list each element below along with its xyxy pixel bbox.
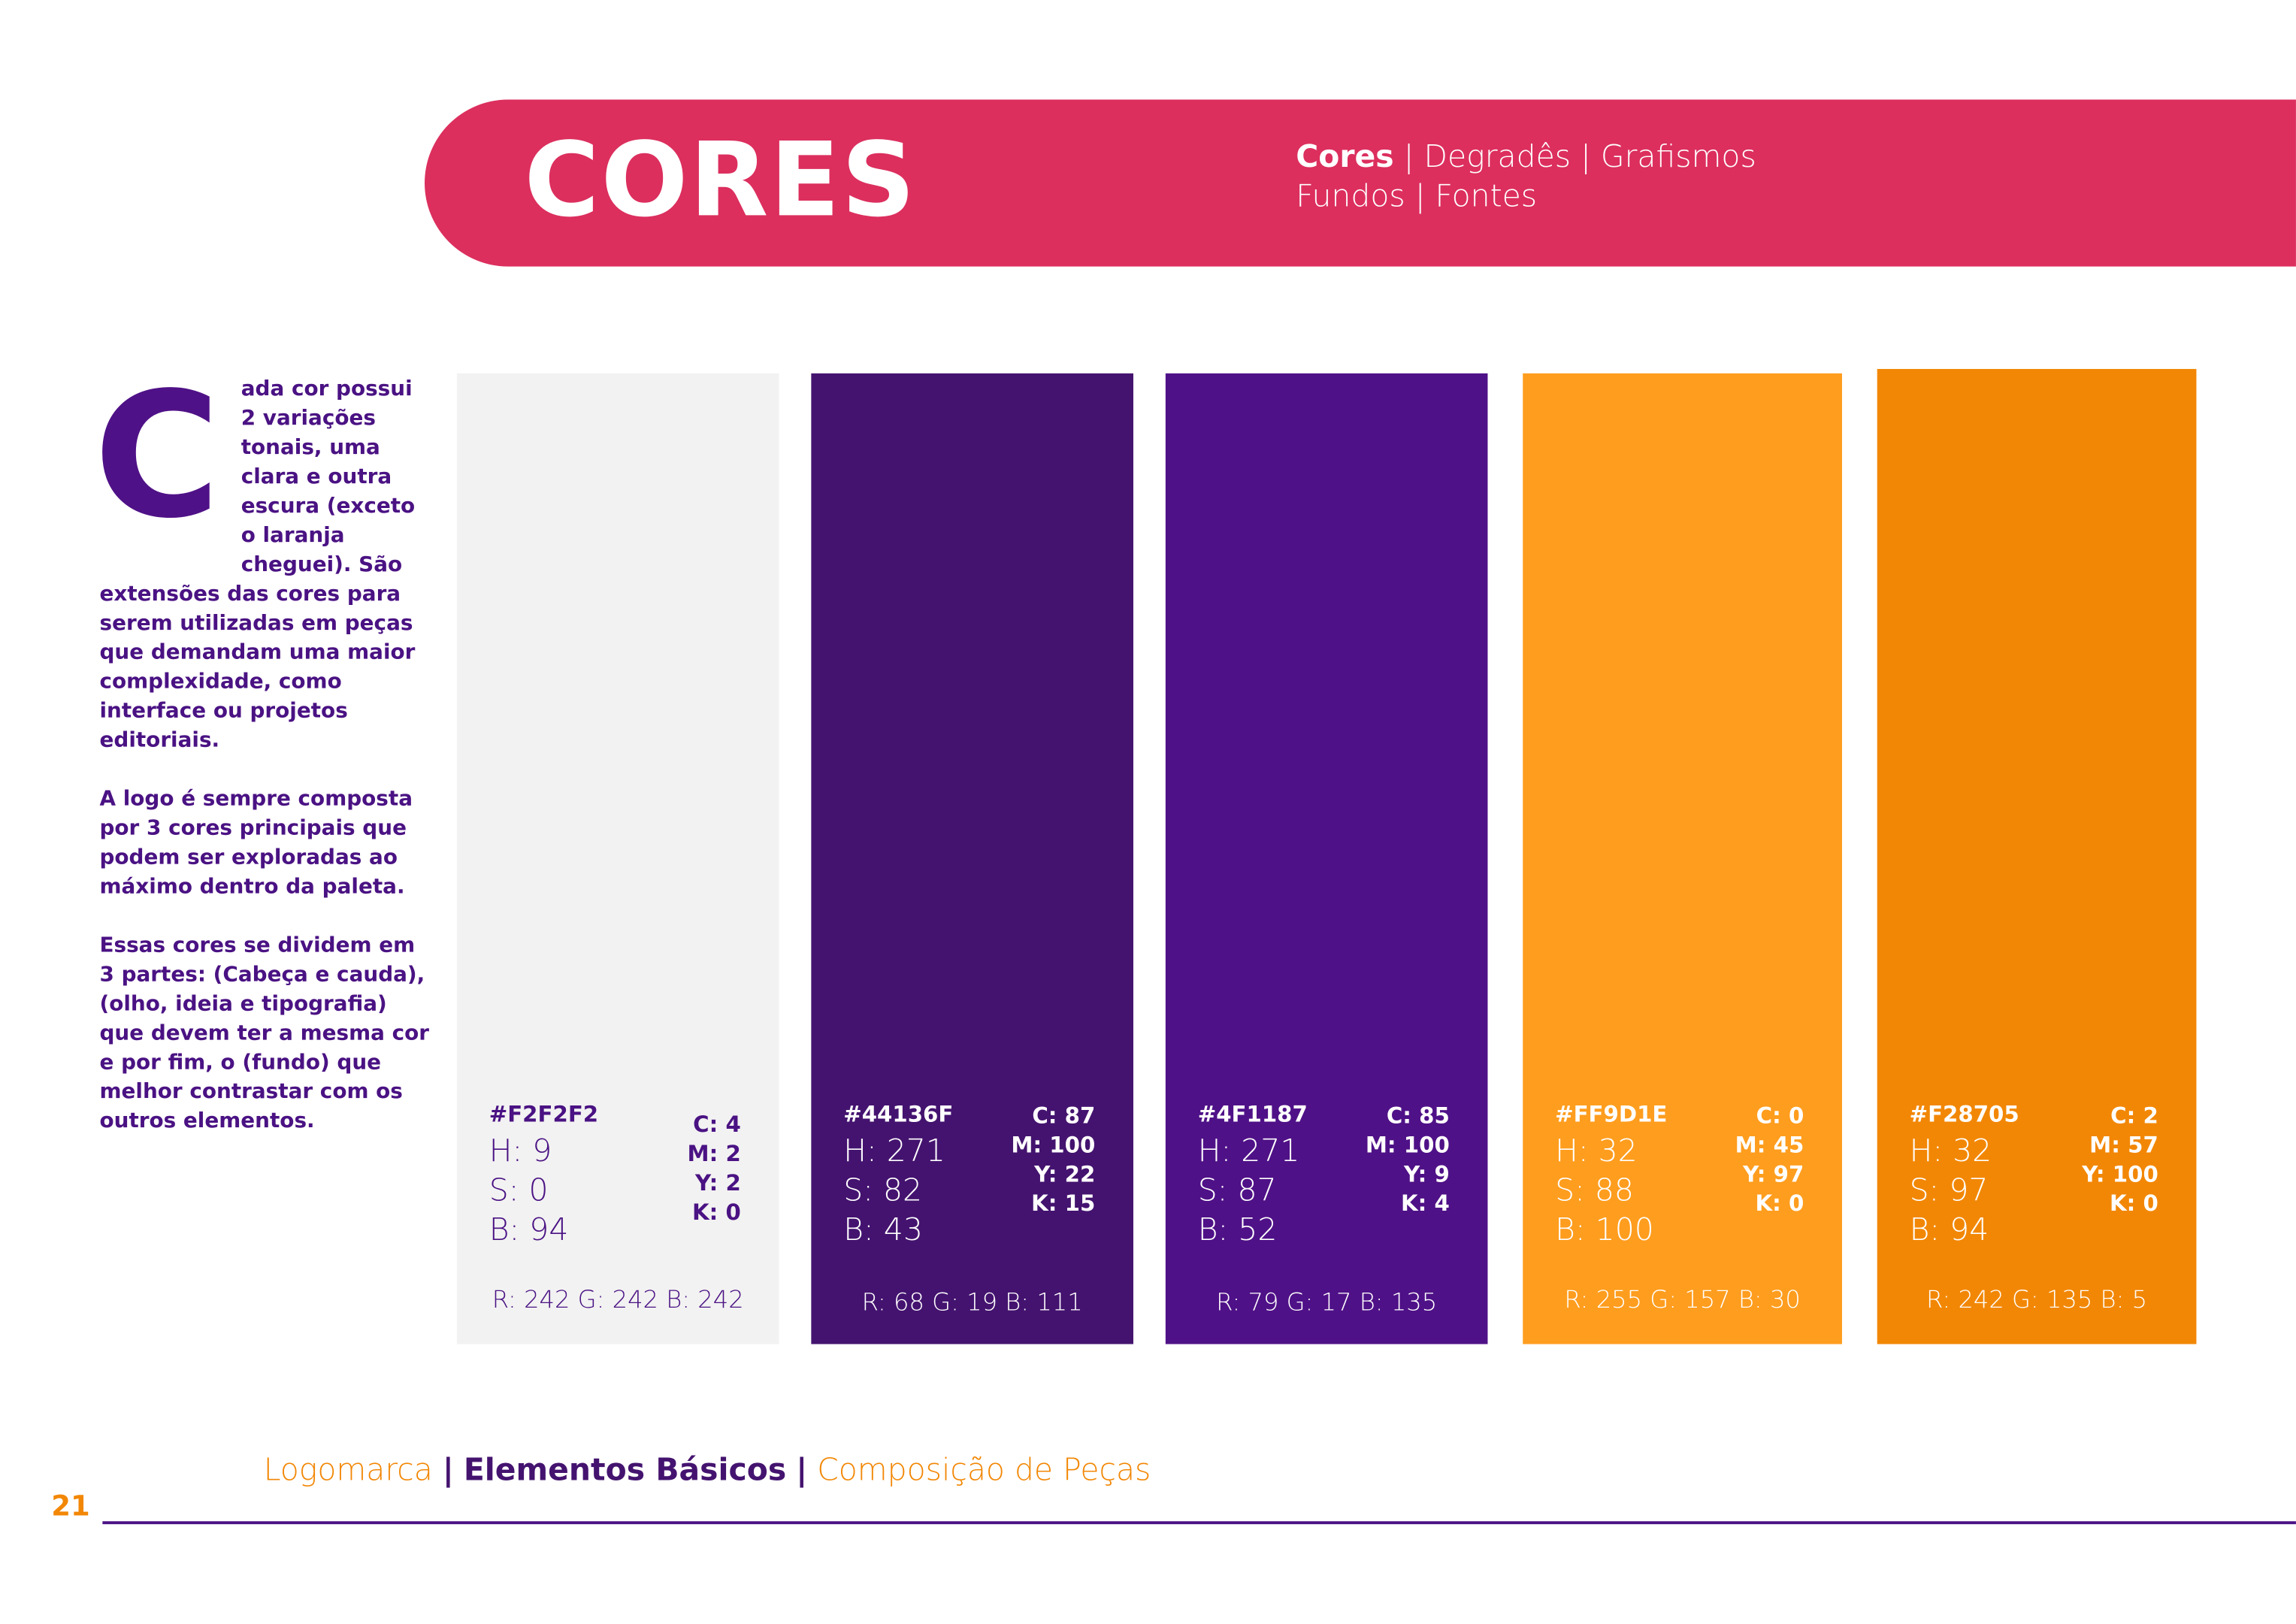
color-swatch: #F28705 H: 32 S: 97 B: 94 C: 2 M: 57 Y: 100 K… [1877, 368, 2197, 1344]
intro-paragraph-1: ada cor possui 2 variações tonais, uma c… [99, 377, 416, 753]
footer-divider [102, 1521, 2296, 1525]
intro-text: C ada cor possui 2 variações tonais, uma… [94, 354, 430, 1166]
rgb-values: R: 68 G: 19 B: 111 [861, 1288, 1083, 1317]
magenta-value: M: 57 [2089, 1132, 2158, 1159]
hsb-values: H: 271 S: 87 B: 52 [1198, 1132, 1300, 1251]
black-value: K: 0 [2109, 1190, 2158, 1217]
cmyk-values: C: 4 M: 2 Y: 2 K: 0 [688, 1110, 741, 1227]
hue-value: H: 271 [843, 1133, 945, 1169]
nav-cores[interactable]: Cores [1296, 139, 1394, 174]
color-swatch: #F2F2F2 H: 9 S: 0 B: 94 C: 4 M: 2 Y: 2 K: 0 R… [456, 373, 779, 1344]
cmyk-values: C: 2 M: 57 Y: 100 K: 0 [2082, 1101, 2158, 1218]
brightness-value: B: 52 [1197, 1212, 1278, 1247]
saturation-value: S: 0 [489, 1172, 549, 1208]
magenta-value: M: 100 [1365, 1132, 1450, 1159]
page-title: CORES [524, 119, 917, 240]
magenta-value: M: 45 [1735, 1132, 1804, 1159]
black-value: K: 15 [1031, 1190, 1096, 1217]
footer-nav-composicao[interactable]: Composição de Peças [817, 1452, 1151, 1488]
rgb-values: R: 242 G: 135 B: 5 [1926, 1285, 2148, 1314]
header-band [425, 99, 2296, 267]
footer-nav-elementos-basicos[interactable]: Elementos Básicos [463, 1452, 787, 1488]
black-value: K: 4 [1400, 1190, 1450, 1217]
yellow-value: Y: 22 [1034, 1161, 1096, 1188]
hsb-values: H: 32 S: 97 B: 94 [1910, 1132, 1992, 1251]
saturation-value: S: 97 [1909, 1172, 1989, 1208]
hsb-values: H: 9 S: 0 B: 94 [489, 1132, 569, 1251]
rgb-values: R: 79 G: 17 B: 135 [1216, 1288, 1438, 1317]
intro-paragraph-3: Essas cores se dividem em 3 partes: (Cab… [99, 934, 430, 1133]
hue-value: H: 32 [1909, 1133, 1992, 1169]
magenta-value: M: 2 [687, 1140, 741, 1167]
intro-paragraph-2: A logo é sempre composta por 3 cores pri… [99, 788, 413, 900]
yellow-value: Y: 9 [1403, 1161, 1450, 1188]
nav-fundos[interactable]: Fundos [1296, 178, 1405, 214]
brightness-value: B: 94 [1909, 1212, 1989, 1247]
cmyk-values: C: 0 M: 45 Y: 97 K: 0 [1735, 1101, 1804, 1218]
yellow-value: Y: 100 [2082, 1161, 2158, 1188]
brightness-value: B: 100 [1555, 1212, 1654, 1247]
section-nav: Cores | Degradês | Grafismos Fundos | Fo… [1296, 139, 1756, 214]
black-value: K: 0 [691, 1199, 741, 1226]
brightness-value: B: 94 [489, 1212, 569, 1247]
hue-value: H: 9 [489, 1133, 552, 1169]
cyan-value: C: 2 [2110, 1102, 2158, 1130]
hex-code: #44136F [843, 1101, 954, 1128]
brightness-value: B: 43 [843, 1212, 923, 1247]
footer-nav: Logomarca | Elementos Básicos | Composiç… [264, 1453, 1151, 1488]
footer-nav-logomarca[interactable]: Logomarca [263, 1452, 433, 1488]
saturation-value: S: 88 [1555, 1172, 1634, 1208]
hex-code: #4F1187 [1197, 1101, 1308, 1128]
page-number: 21 [51, 1490, 90, 1523]
hue-value: H: 271 [1197, 1133, 1300, 1169]
cyan-value: C: 4 [693, 1111, 741, 1138]
hex-code: #F2F2F2 [489, 1101, 599, 1128]
hex-code: #F28705 [1909, 1101, 2019, 1128]
nav-fontes[interactable]: Fontes [1435, 178, 1538, 214]
cmyk-values: C: 85 M: 100 Y: 9 K: 4 [1366, 1101, 1450, 1218]
nav-degrades[interactable]: Degradês [1423, 139, 1572, 174]
magenta-value: M: 100 [1011, 1132, 1096, 1159]
cyan-value: C: 87 [1032, 1102, 1096, 1130]
color-swatch: #4F1187 H: 271 S: 87 B: 52 C: 85 M: 100 Y: 9… [1165, 373, 1488, 1344]
drop-cap: C [93, 354, 221, 557]
saturation-value: S: 87 [1197, 1172, 1277, 1208]
cyan-value: C: 0 [1756, 1102, 1804, 1130]
hue-value: H: 32 [1555, 1133, 1638, 1169]
yellow-value: Y: 2 [695, 1169, 741, 1196]
hsb-values: H: 271 S: 82 B: 43 [843, 1132, 945, 1251]
rgb-values: R: 242 G: 242 B: 242 [492, 1285, 744, 1314]
color-swatch: #FF9D1E H: 32 S: 88 B: 100 C: 0 M: 45 Y: 97 K… [1523, 373, 1842, 1344]
separator: | [442, 1452, 454, 1488]
color-swatch: #44136F H: 271 S: 82 B: 43 C: 87 M: 100 Y: 2… [811, 373, 1133, 1344]
black-value: K: 0 [1755, 1190, 1804, 1217]
cyan-value: C: 85 [1386, 1102, 1450, 1130]
hex-code: #FF9D1E [1555, 1101, 1668, 1128]
yellow-value: Y: 97 [1743, 1161, 1804, 1188]
saturation-value: S: 82 [843, 1172, 923, 1208]
nav-grafismos[interactable]: Grafismos [1600, 139, 1756, 174]
separator: | [796, 1452, 808, 1488]
cmyk-values: C: 87 M: 100 Y: 22 K: 15 [1011, 1101, 1095, 1218]
hsb-values: H: 32 S: 88 B: 100 [1555, 1132, 1654, 1251]
rgb-values: R: 255 G: 157 B: 30 [1564, 1285, 1801, 1314]
